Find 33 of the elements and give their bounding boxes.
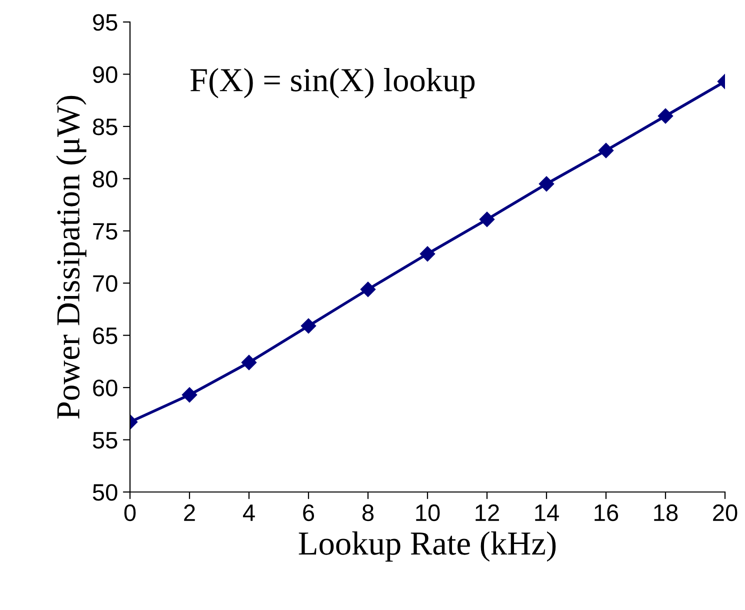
point: [658, 108, 674, 124]
point: [300, 318, 316, 334]
x-tick-label: 10: [416, 504, 440, 522]
x-tick-label: 12: [476, 504, 499, 521]
x-tick-label: 2: [184, 504, 195, 521]
y-tick-label: 50: [92, 484, 118, 501]
point: [241, 354, 257, 370]
annotation: F(X) = sin(X) lookup: [190, 68, 475, 98]
x-tick-label: 16: [594, 504, 618, 522]
point: [598, 142, 614, 158]
y-tick-label: 70: [93, 275, 118, 292]
y-tick-label: 65: [93, 327, 118, 344]
x-tick-label: 18: [654, 504, 678, 522]
point: [360, 282, 376, 297]
point: [182, 387, 198, 402]
y-tick-label: 85: [92, 118, 118, 136]
x-tick-label: 6: [303, 504, 314, 522]
point: [420, 246, 436, 262]
x-tick-label: 4: [242, 504, 255, 521]
x-tick-label: 20: [713, 504, 738, 522]
x-tick-label: 0: [124, 504, 136, 522]
y-tick-label: 80: [92, 170, 118, 188]
point: [479, 212, 495, 227]
y-axis-title: Power Dissipation (μW): [56, 96, 86, 419]
y-tick-label: 60: [93, 380, 118, 396]
y-tick-label: 90: [93, 66, 118, 84]
x-tick-label: 8: [362, 504, 374, 522]
y-tick-label: 55: [92, 432, 118, 449]
x-axis-title: Lookup Rate (kHz): [298, 531, 556, 562]
y-tick-label: 95: [93, 14, 118, 31]
x-tick-label: 14: [535, 504, 559, 521]
point: [538, 176, 554, 192]
y-tick-label: 75: [93, 223, 118, 240]
